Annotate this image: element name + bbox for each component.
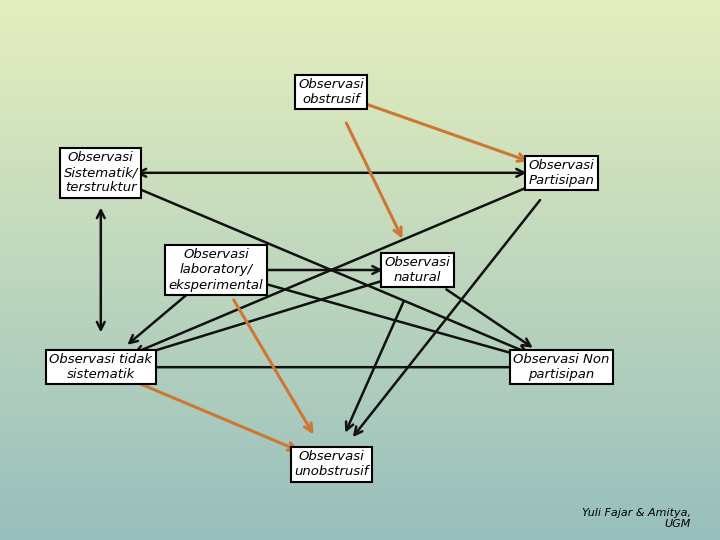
FancyArrowPatch shape (234, 300, 312, 431)
Text: Observasi Non
partisipan: Observasi Non partisipan (513, 353, 610, 381)
FancyArrowPatch shape (97, 210, 104, 330)
FancyArrowPatch shape (130, 292, 189, 343)
Text: Observasi tidak
sistematik: Observasi tidak sistematik (49, 353, 153, 381)
Text: Observasi
Sistematik/
terstruktur: Observasi Sistematik/ terstruktur (63, 151, 138, 194)
FancyArrowPatch shape (253, 266, 380, 274)
FancyArrowPatch shape (446, 289, 531, 346)
FancyArrowPatch shape (138, 363, 524, 371)
Text: Observasi
Partisipan: Observasi Partisipan (528, 159, 595, 187)
FancyArrowPatch shape (364, 103, 526, 161)
Text: Observasi
natural: Observasi natural (384, 256, 451, 284)
FancyArrowPatch shape (346, 302, 403, 430)
FancyArrowPatch shape (346, 123, 401, 235)
FancyArrowPatch shape (138, 169, 524, 177)
FancyArrowPatch shape (135, 186, 530, 353)
FancyArrowPatch shape (132, 381, 296, 450)
Text: Observasi
unobstrusif: Observasi unobstrusif (294, 450, 369, 478)
Text: Observasi
laboratory/
eksperimental: Observasi laboratory/ eksperimental (168, 248, 264, 292)
Text: Yuli Fajar & Amitya,
UGM: Yuli Fajar & Amitya, UGM (582, 508, 691, 529)
FancyArrowPatch shape (132, 186, 527, 353)
FancyArrowPatch shape (354, 200, 540, 435)
Text: Observasi
obstrusif: Observasi obstrusif (298, 78, 364, 106)
FancyArrowPatch shape (249, 279, 526, 359)
FancyArrowPatch shape (137, 280, 384, 357)
